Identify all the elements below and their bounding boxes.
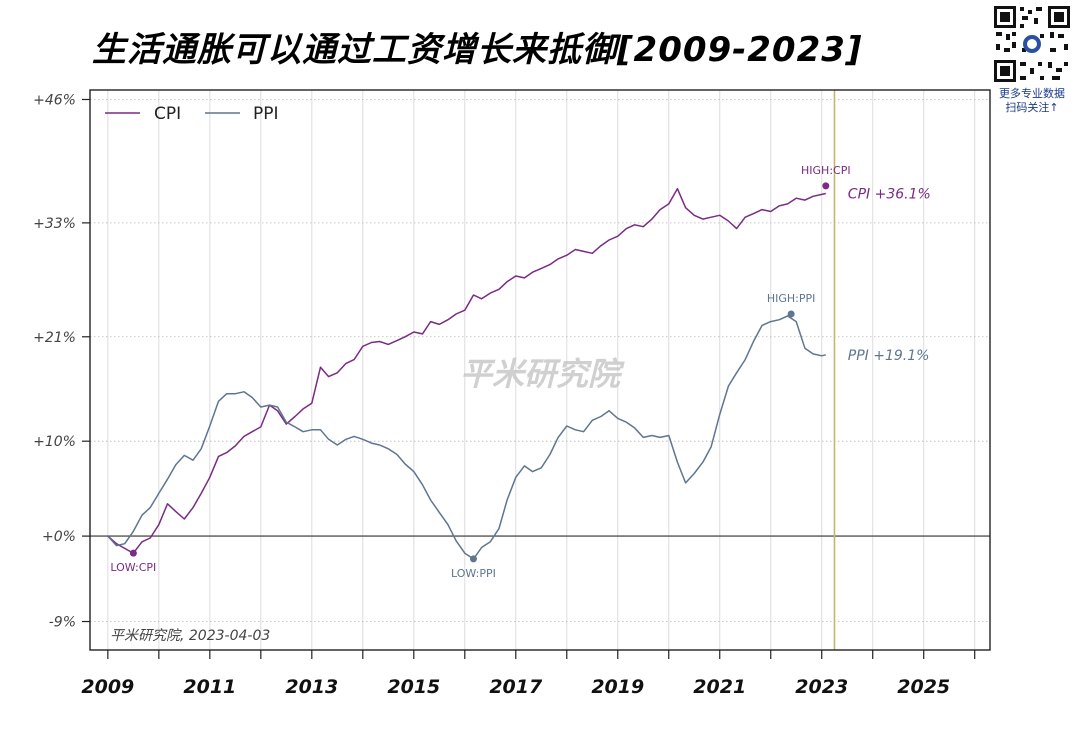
- x-tick-label-2013: 2013: [285, 676, 338, 698]
- x-tick-label-2009: 2009: [81, 676, 134, 698]
- source-note: 平米研究院, 2023-04-03: [110, 628, 270, 644]
- series-line-ppi: [107, 315, 826, 560]
- x-tick-label-2023: 2023: [795, 676, 848, 698]
- y-tick-label-5: -9%: [49, 615, 76, 631]
- x-tick-label-2017: 2017: [489, 676, 543, 698]
- x-tick-label-2011: 2011: [183, 676, 236, 698]
- series-lines: [107, 187, 826, 560]
- extreme-markers: CPI +36.1% HIGH:CPI LOW:CPI PPI +19.1% HIGH:…: [110, 164, 930, 580]
- low-label-ppi: LOW:PPI: [451, 567, 496, 580]
- x-tick-label-2021: 2021: [693, 676, 746, 698]
- qr-caption-line2: 扫码关注↑: [1005, 101, 1059, 114]
- low-label-cpi: LOW:CPI: [110, 561, 156, 574]
- y-tick-label-4: +0%: [42, 529, 76, 545]
- low-marker-ppi: [469, 555, 477, 563]
- qr-caption-line1: 更多专业数据: [999, 87, 1065, 100]
- x-tick-label-2015: 2015: [387, 676, 440, 698]
- high-label-ppi: HIGH:PPI: [767, 292, 816, 305]
- x-axis-ticks: 2009 2011 2013 2015 2017 2019 2021 2023 2025: [81, 650, 976, 698]
- legend: CPI PPI: [105, 104, 279, 124]
- end-label-ppi: PPI +19.1%: [848, 348, 930, 364]
- y-tick-label-3: +10%: [33, 434, 76, 450]
- high-marker-cpi: [822, 182, 830, 190]
- legend-label-cpi: CPI: [154, 104, 181, 124]
- high-label-cpi: HIGH:CPI: [801, 164, 851, 177]
- low-marker-cpi: [129, 549, 137, 557]
- end-label-cpi: CPI +36.1%: [848, 186, 931, 202]
- watermark: 平米研究院: [460, 355, 625, 393]
- y-axis-ticks: +46% +33% +21% +10% +0% -9%: [33, 92, 90, 631]
- y-tick-label-0: +46%: [33, 92, 76, 108]
- plot-frame: [89, 89, 991, 651]
- high-marker-ppi: [787, 310, 795, 318]
- y-tick-label-1: +33%: [33, 216, 76, 232]
- x-tick-label-2025: 2025: [897, 676, 950, 698]
- page-title: 生活通胀可以通过工资增长来抵御[2009-2023]: [92, 30, 863, 70]
- legend-label-ppi: PPI: [253, 104, 279, 124]
- grid-lines: [90, 90, 990, 650]
- x-tick-label-2019: 2019: [591, 676, 644, 698]
- qr-code-icon[interactable]: [992, 4, 1072, 84]
- y-tick-label-2: +21%: [33, 330, 76, 346]
- series-line-cpi: [107, 187, 826, 554]
